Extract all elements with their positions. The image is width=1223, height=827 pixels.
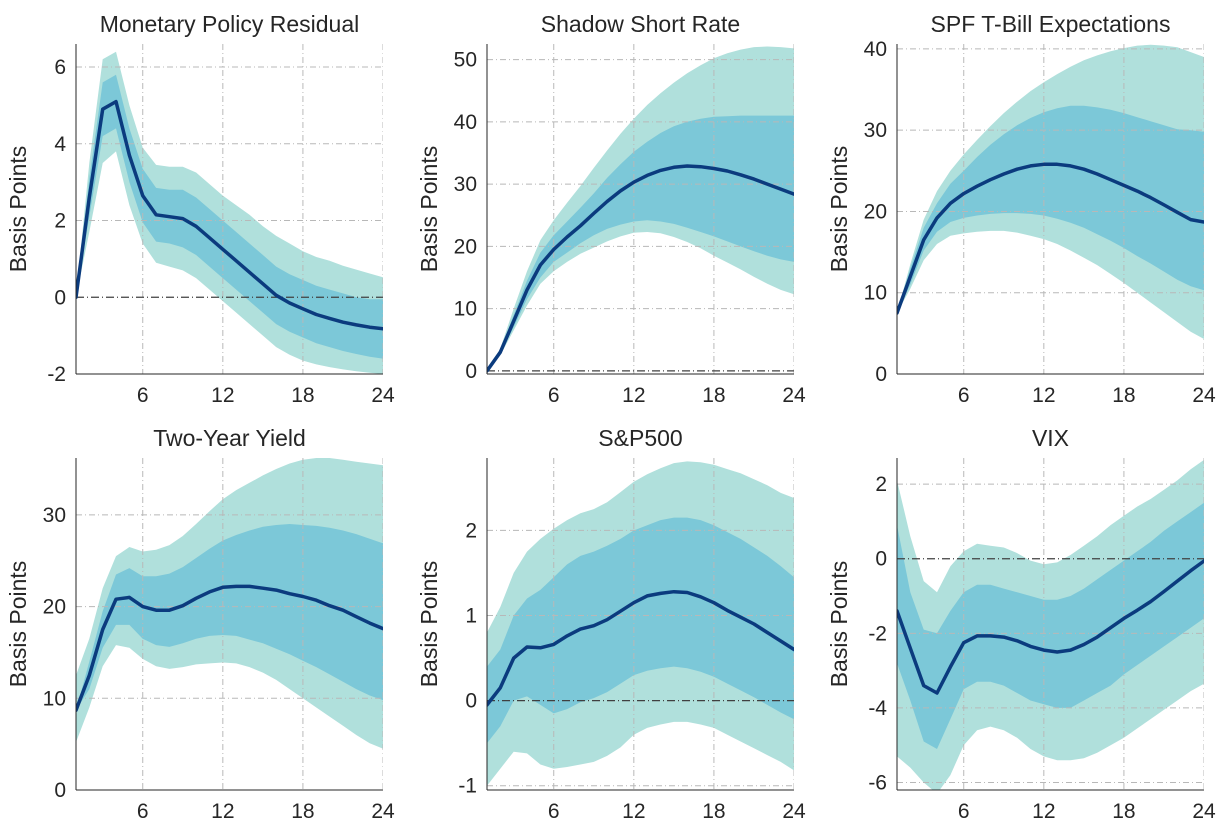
chart-title: S&P500 [598,425,682,451]
y-tick-label: 0 [54,779,66,802]
x-tick-label: 24 [371,384,395,407]
y-tick-label: 20 [454,235,477,258]
chart-panel: 6 12 18 24 -6 -4 -2 0 2 VIX Basis Points [826,425,1216,823]
y-axis-label: Basis Points [416,561,442,688]
plot-area [76,458,383,790]
inner-confidence-band [76,524,383,711]
median-response-line [487,589,794,707]
chart-title: Two-Year Yield [153,425,306,451]
x-tick-label: 24 [371,800,395,823]
plot-area [897,458,1204,790]
x-tick-label: 12 [1032,384,1055,407]
chart-title: Shadow Short Rate [541,11,740,37]
chart-panel: 6 12 18 24 0 10 20 30 40 50 Shadow Short Rate Basis… [416,11,806,407]
plot-area [76,44,383,374]
y-tick-label: 20 [43,596,66,619]
x-tick-label: 18 [1112,384,1135,407]
x-tick-label: 12 [1032,800,1055,823]
y-tick-label: 10 [43,687,66,710]
x-tick-label: 18 [291,384,314,407]
x-tick-label: 12 [622,800,645,823]
y-tick-label: 0 [875,548,887,571]
inner-confidence-band [487,517,794,744]
x-tick-label: 6 [548,384,560,407]
x-tick-label: 18 [1112,800,1135,823]
median-response-line [487,164,794,373]
y-tick-label: 10 [454,298,477,321]
y-tick-label: 0 [54,286,66,309]
y-tick-label: 6 [54,56,66,79]
y-tick-label: 20 [864,200,887,223]
x-tick-label: 6 [958,384,970,407]
y-tick-label: 2 [54,210,66,233]
x-tick-label: 6 [548,800,560,823]
y-tick-label: 30 [43,504,66,527]
y-tick-label: 50 [454,49,477,72]
x-tick-label: 18 [702,384,725,407]
y-tick-label: -6 [868,772,887,795]
y-tick-label: 40 [864,38,887,61]
chart-title: SPF T-Bill Expectations [931,11,1171,37]
y-tick-label: 2 [875,473,887,496]
x-tick-label: 24 [1192,800,1216,823]
y-axis-label: Basis Points [5,561,31,688]
x-tick-label: 6 [137,800,149,823]
y-tick-label: -1 [458,775,477,798]
chart-title: VIX [1032,425,1069,451]
median-response-line [897,162,1204,315]
inner-confidence-band [76,74,383,359]
median-response-line [76,99,383,331]
x-tick-label: 12 [211,800,234,823]
x-tick-label: 24 [782,800,806,823]
y-tick-label: 10 [864,282,887,305]
inner-confidence-band [897,502,1204,749]
y-tick-label: 0 [465,690,477,713]
x-tick-label: 12 [622,384,645,407]
y-axis-label: Basis Points [416,146,442,273]
x-tick-label: 24 [1192,384,1216,407]
x-tick-label: 18 [702,800,725,823]
y-axis-label: Basis Points [826,561,852,688]
y-tick-label: -2 [47,363,66,386]
x-tick-label: 18 [291,800,314,823]
median-response-line [76,584,383,712]
inner-confidence-band [487,115,794,371]
y-tick-label: 40 [454,111,477,134]
x-tick-label: 24 [782,384,806,407]
y-tick-label: 0 [465,360,477,383]
y-tick-label: 0 [875,363,887,386]
x-tick-label: 6 [958,800,970,823]
y-tick-label: -2 [868,622,887,645]
chart-panel: 6 12 18 24 0 10 20 30 Two-Year Yield Basis Points [5,425,395,823]
x-tick-label: 6 [137,384,149,407]
y-tick-label: 30 [864,119,887,142]
chart-panel: 6 12 18 24 0 10 20 30 40 SPF T-Bill Expectations B… [826,11,1216,407]
plot-area [897,44,1204,374]
inner-confidence-band [897,105,1204,313]
x-tick-label: 12 [211,384,234,407]
plot-area [487,44,794,374]
plot-area [487,458,794,790]
y-tick-label: 1 [465,604,477,627]
y-axis-label: Basis Points [5,146,31,273]
y-axis-label: Basis Points [826,146,852,273]
chart-title: Monetary Policy Residual [100,11,360,37]
y-tick-label: 2 [465,519,477,542]
y-tick-label: 30 [454,173,477,196]
median-response-line [897,559,1204,695]
y-tick-label: -4 [868,697,887,720]
y-tick-label: 4 [54,133,66,156]
